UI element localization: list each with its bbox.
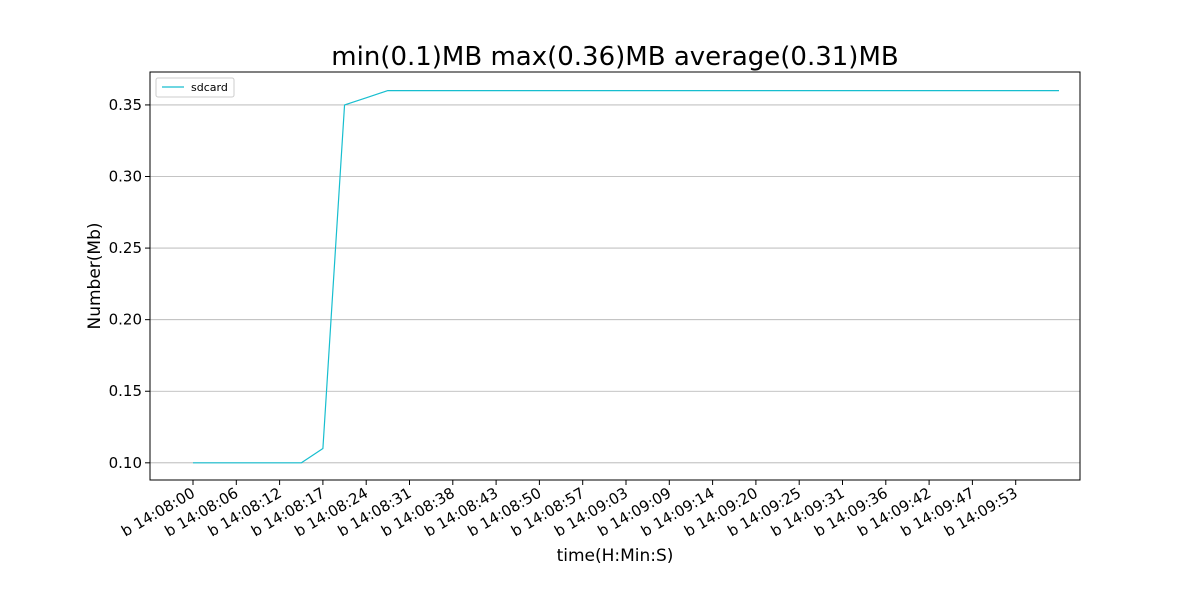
y-axis-label: Number(Mb) [85,222,105,329]
x-axis-label: time(H:Min:S) [557,546,674,566]
y-tick-label: 0.30 [109,168,142,186]
series-line [193,90,1059,464]
plot-frame [149,71,1081,481]
y-tick-label: 0.10 [109,454,142,472]
y-tick-label: 0.15 [109,382,142,400]
chart-title: min(0.1)MB max(0.36)MB average(0.31)MB [331,42,898,72]
y-tick-label: 0.35 [109,96,142,114]
grid-lines [150,104,1080,464]
legend: sdcard [155,77,235,98]
series-layer [193,90,1059,464]
y-tick-label: 0.20 [109,311,142,329]
legend-box [155,77,235,98]
y-axis-ticks: 0.10 0.15 0.20 0.25 0.30 0.35 [109,96,150,472]
legend-label: sdcard [191,81,228,94]
y-tick-label: 0.25 [109,239,142,257]
